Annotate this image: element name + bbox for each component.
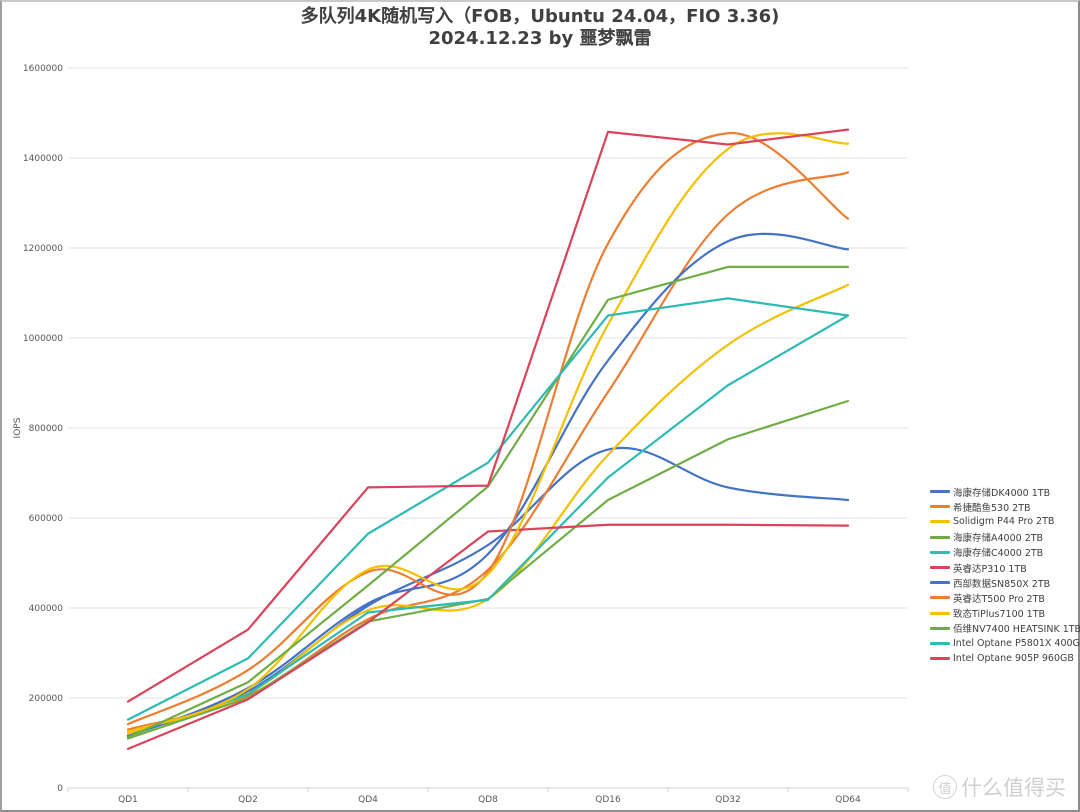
legend-label: 海康存储A4000 2TB <box>953 533 1044 545</box>
y-tick-label: 400000 <box>29 604 64 614</box>
y-tick-label: 200000 <box>29 694 64 704</box>
series-line <box>126 314 850 738</box>
legend-item: Solidigm P44 Pro 2TB <box>930 514 1080 529</box>
chart-legend: 海康存储DK4000 1TB 希捷酷鱼530 2TB Solidigm P44 Pr… <box>930 484 1080 666</box>
x-tick-label: QD16 <box>595 795 621 805</box>
legend-item: 海康存储DK4000 1TB <box>930 484 1080 499</box>
legend-item: 海康存储A4000 2TB <box>930 530 1080 545</box>
y-tick-label: 0 <box>57 784 63 794</box>
watermark-logo-icon: 值 <box>933 775 957 799</box>
series-lines <box>126 128 850 750</box>
legend-label: 致态TiPlus7100 1TB <box>953 609 1046 621</box>
legend-swatch-icon <box>930 641 950 645</box>
series-line <box>126 297 850 721</box>
y-tick-label: 800000 <box>29 424 64 434</box>
legend-label: 佰维NV7400 HEATSINK 1TB <box>953 624 1080 636</box>
legend-label: 英睿达P310 1TB <box>953 563 1027 575</box>
y-tick-label: 1200000 <box>23 244 63 254</box>
legend-item: 希捷酷鱼530 2TB <box>930 499 1080 514</box>
legend-label: 希捷酷鱼530 2TB <box>953 502 1031 514</box>
legend-swatch-icon <box>930 505 950 509</box>
legend-label: Intel Optane 905P 960GB <box>953 653 1074 665</box>
legend-label: 英睿达T500 Pro 2TB <box>953 593 1045 605</box>
legend-item: Intel Optane P5801X 400GB <box>930 636 1080 651</box>
legend-label: 海康存储DK4000 1TB <box>953 487 1051 499</box>
x-tick-label: QD64 <box>835 795 861 805</box>
series-line <box>126 128 850 703</box>
watermark-text: 什么值得买 <box>961 776 1066 800</box>
legend-swatch-icon <box>930 490 950 494</box>
legend-swatch-icon <box>930 596 950 600</box>
legend-swatch-icon <box>930 581 950 585</box>
y-axis: 0 200000 400000 600000 800000 1000000 1200000 1… <box>23 64 63 794</box>
legend-item: 海康存储C4000 2TB <box>930 545 1080 560</box>
series-line <box>126 132 850 726</box>
legend-label: 海康存储C4000 2TB <box>953 548 1044 560</box>
series-line <box>126 171 850 731</box>
legend-label: Intel Optane P5801X 400GB <box>953 637 1080 649</box>
x-tick-label: QD1 <box>118 795 138 805</box>
legend-item: 佰维NV7400 HEATSINK 1TB <box>930 621 1080 636</box>
series-line <box>126 132 850 733</box>
y-tick-label: 1000000 <box>23 334 63 344</box>
y-tick-label: 1400000 <box>23 154 63 164</box>
series-line <box>126 283 850 736</box>
legend-item: 致态TiPlus7100 1TB <box>930 606 1080 621</box>
series-line <box>126 446 850 736</box>
y-tick-label: 600000 <box>29 514 64 524</box>
x-tick-label: QD2 <box>238 795 258 805</box>
chart-title-line2: 2024.12.23 by 噩梦飘雷 <box>428 28 652 49</box>
legend-swatch-icon <box>930 535 950 539</box>
legend-swatch-icon <box>930 520 950 524</box>
legend-swatch-icon <box>930 611 950 615</box>
y-tick-label: 1600000 <box>23 64 63 74</box>
legend-label: 西部数据SN850X 2TB <box>953 578 1051 590</box>
watermark: 值 什么值得买 <box>933 772 1066 802</box>
legend-label: Solidigm P44 Pro 2TB <box>953 516 1055 528</box>
x-tick-label: QD8 <box>478 795 498 805</box>
legend-swatch-icon <box>930 626 950 630</box>
x-tick-label: QD4 <box>358 795 378 805</box>
x-tick-label: QD32 <box>715 795 740 805</box>
legend-item: 英睿达T500 Pro 2TB <box>930 590 1080 605</box>
legend-item: 英睿达P310 1TB <box>930 560 1080 575</box>
legend-swatch-icon <box>930 550 950 554</box>
y-axis-label: IOPS <box>13 417 23 438</box>
series-line <box>126 523 850 750</box>
gridlines <box>68 67 908 789</box>
x-axis: QD1 QD2 QD4 QD8 QD16 QD32 QD64 <box>67 787 909 805</box>
chart-title: 多队列4K随机写入（FOB，Ubuntu 24.04，FIO 3.36) 202… <box>0 6 1080 50</box>
legend-item: Intel Optane 905P 960GB <box>930 651 1080 666</box>
legend-item: 西部数据SN850X 2TB <box>930 575 1080 590</box>
legend-swatch-icon <box>930 566 950 570</box>
legend-swatch-icon <box>930 657 950 661</box>
chart-title-line1: 多队列4K随机写入（FOB，Ubuntu 24.04，FIO 3.36) <box>300 6 780 27</box>
